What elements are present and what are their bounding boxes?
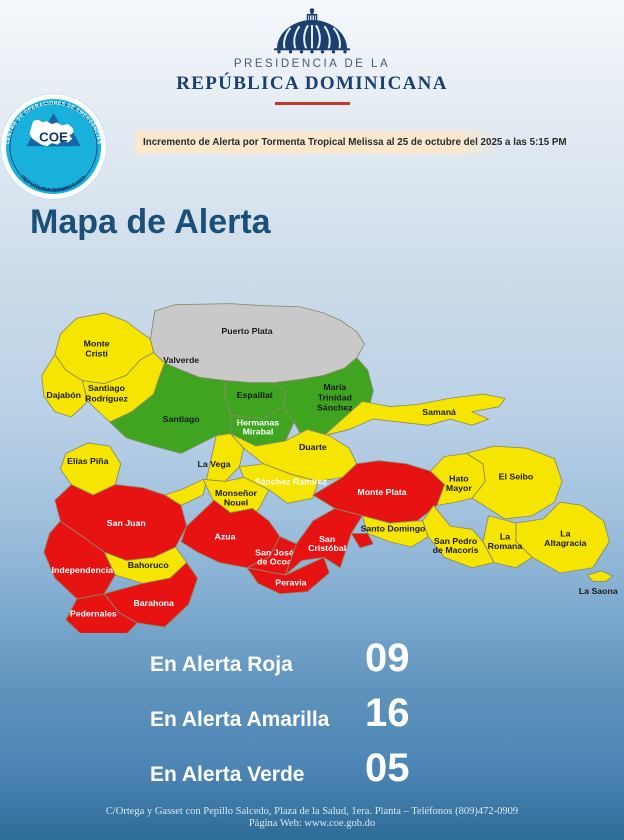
svg-text:Hato: Hato <box>449 474 469 484</box>
svg-text:Mayor: Mayor <box>446 483 473 493</box>
svg-text:Pedernales: Pedernales <box>70 609 117 619</box>
svg-text:San José: San José <box>255 548 294 558</box>
svg-text:Hermanas: Hermanas <box>237 418 280 428</box>
svg-text:Duarte: Duarte <box>299 442 327 452</box>
svg-text:Independencia: Independencia <box>52 565 114 575</box>
svg-text:Nouel: Nouel <box>224 498 248 508</box>
svg-text:La Vega: La Vega <box>197 459 230 469</box>
svg-text:La: La <box>500 532 510 542</box>
svg-text:de Macorís: de Macorís <box>433 545 479 555</box>
svg-text:Santiago: Santiago <box>163 414 200 424</box>
svg-text:de Ocoa: de Ocoa <box>257 557 292 567</box>
svg-text:San Juan: San Juan <box>107 518 146 528</box>
svg-text:Rodríguez: Rodríguez <box>85 394 128 404</box>
svg-text:Santo Domingo: Santo Domingo <box>361 524 426 534</box>
svg-text:Sánchez: Sánchez <box>317 403 353 413</box>
svg-text:Dajabón: Dajabón <box>46 390 81 400</box>
svg-text:Romana: Romana <box>488 541 523 551</box>
svg-text:Trinidad: Trinidad <box>318 393 352 403</box>
svg-text:Peravia: Peravia <box>275 578 306 588</box>
svg-text:San Pedro: San Pedro <box>434 536 477 546</box>
svg-text:Altagracia: Altagracia <box>544 538 587 548</box>
svg-text:Cristi: Cristi <box>85 349 107 359</box>
svg-text:Monte: Monte <box>84 338 110 348</box>
svg-text:Elías Piña: Elías Piña <box>67 456 109 466</box>
svg-text:Azua: Azua <box>215 532 236 542</box>
svg-text:Barahona: Barahona <box>133 598 174 608</box>
svg-text:María: María <box>323 382 346 392</box>
svg-text:Monte Plata: Monte Plata <box>357 487 406 497</box>
svg-text:Monseñor: Monseñor <box>215 488 258 498</box>
svg-text:La Saona: La Saona <box>579 586 618 596</box>
svg-text:Mirabal: Mirabal <box>243 427 274 437</box>
svg-text:El Seibo: El Seibo <box>499 472 534 482</box>
svg-text:Valverde: Valverde <box>163 355 199 365</box>
svg-text:Espaillat: Espaillat <box>237 390 273 400</box>
svg-text:San: San <box>319 534 335 544</box>
svg-text:Cristóbal: Cristóbal <box>308 543 346 553</box>
svg-text:Samaná: Samaná <box>422 407 456 417</box>
svg-text:Puerto Plata: Puerto Plata <box>221 326 272 336</box>
svg-text:COE: COE <box>39 130 68 145</box>
svg-text:La: La <box>560 529 570 539</box>
svg-text:Bahoruco: Bahoruco <box>128 560 169 570</box>
svg-text:Sánchez Ramírez: Sánchez Ramírez <box>255 477 327 487</box>
svg-text:Santiago: Santiago <box>88 383 125 393</box>
